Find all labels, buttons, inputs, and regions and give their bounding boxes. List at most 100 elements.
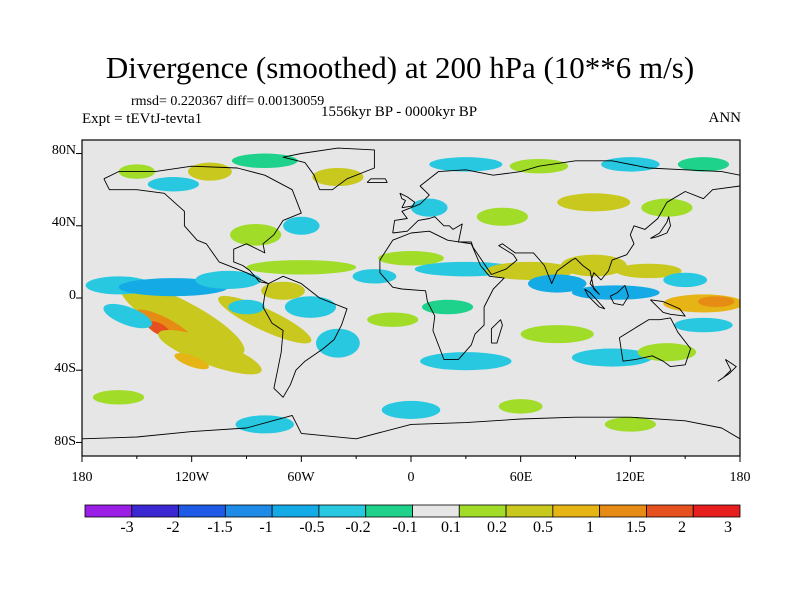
rmsd-diff-stats: rmsd= 0.220367 diff= 0.00130059 (131, 94, 325, 109)
field-anomaly (261, 281, 305, 300)
coast-japan (650, 216, 671, 239)
colorbar-box (505, 504, 554, 518)
field-anomaly (195, 270, 262, 289)
colorbar-box (692, 504, 741, 518)
field-anomaly (284, 296, 337, 318)
period-label: 1556kyr BP - 0000kyr BP (321, 104, 478, 120)
field-anomaly (228, 299, 265, 315)
coast-borneo (609, 284, 629, 306)
experiment-label: Expt = tEVtJ-tevta1 (82, 111, 203, 127)
coast-new-zealand (717, 359, 737, 382)
colorbar-label: 0.2 (487, 519, 507, 536)
colorbar-label: 0.1 (441, 519, 461, 536)
field-anomaly (429, 157, 503, 172)
field-anomaly (120, 283, 245, 356)
field-anomaly (352, 269, 397, 284)
lat-label-eq: 0 (69, 288, 76, 303)
colorbar-label: 3 (724, 519, 732, 536)
field-anomaly (677, 157, 730, 172)
colorbar-box (412, 504, 460, 518)
colorbar-label: -0.1 (392, 519, 418, 536)
colorbar-label: -0.2 (345, 519, 371, 536)
field-anomaly (697, 296, 735, 308)
colorbar-box (178, 504, 226, 518)
lon-label-180e: 180 (729, 470, 751, 485)
coast-madagascar (490, 319, 503, 344)
lat-label-40s: 40S (54, 361, 76, 376)
field-anomaly (421, 299, 474, 315)
coast-antarctica (82, 414, 740, 440)
colorbar-box (84, 504, 133, 518)
map-title: Divergence (smoothed) at 200 hPa (10**6 … (105, 50, 695, 85)
axis-ticks (76, 153, 741, 462)
coast-iceland (366, 178, 388, 183)
lat-label-80n: 80N (51, 143, 76, 158)
lat-label-80s: 80S (54, 434, 76, 449)
field-anomaly (571, 285, 660, 300)
field-anomaly (498, 399, 543, 414)
field-anomaly (92, 390, 145, 405)
field-anomaly (557, 193, 631, 212)
colorbar-box (131, 504, 179, 518)
colorbar-label: 1 (586, 519, 594, 536)
field-anomaly (674, 317, 733, 333)
colorbar-box (365, 504, 413, 518)
field-anomaly (411, 198, 448, 217)
field-anomaly (571, 348, 653, 367)
field-anomaly (637, 343, 697, 362)
coast-north-america (103, 165, 302, 285)
colorbar-box (318, 504, 367, 518)
field-anomaly (103, 303, 152, 329)
lon-label-0: 0 (407, 470, 415, 485)
colorbar-box (224, 504, 273, 518)
lon-label-60w: 60W (287, 470, 315, 485)
colorbar-label: -3 (120, 519, 134, 536)
field-anomaly (476, 207, 528, 226)
colorbar-label: 2 (678, 519, 686, 536)
field-anomaly (158, 329, 262, 375)
colorbar (84, 504, 741, 518)
coast-new-guinea (650, 299, 686, 317)
colorbar-label: -1.5 (207, 519, 233, 536)
coast-eurasia (392, 160, 740, 295)
lon-label-180w: 180 (71, 470, 93, 485)
colorbar-label: -1 (259, 519, 273, 536)
lon-label-60e: 60E (509, 470, 533, 485)
coast-greenland (282, 147, 375, 191)
colorbar-label: 1.5 (626, 519, 646, 536)
field-anomaly (230, 223, 282, 246)
field-anomaly (312, 167, 364, 187)
colorbar-box (271, 504, 320, 518)
lon-label-120e: 120E (615, 470, 645, 485)
field-anomaly (231, 153, 298, 168)
field-anomaly (235, 415, 295, 434)
colorbar-box (458, 504, 507, 518)
field-anomaly (378, 251, 444, 266)
field-anomaly (367, 312, 419, 327)
field-anomaly (615, 263, 682, 279)
field-anomaly (381, 400, 441, 419)
field-anomaly (604, 417, 656, 432)
colorbar-label: -2 (166, 519, 180, 536)
field-anomaly (188, 162, 232, 181)
field-anomaly (527, 274, 587, 293)
field-anomaly (641, 198, 693, 217)
season-label: ANN (708, 110, 742, 126)
divergence-field (85, 153, 740, 434)
field-anomaly (283, 216, 320, 235)
coast-britain (399, 192, 416, 209)
lon-label-120w: 120W (174, 470, 210, 485)
colorbar-box (599, 504, 647, 518)
colorbar-label: 0.5 (533, 519, 553, 536)
coastlines (82, 147, 740, 440)
field-anomaly (147, 177, 199, 192)
field-anomaly (420, 352, 512, 371)
field-anomaly (520, 325, 594, 344)
coast-south-america (262, 275, 348, 398)
field-anomaly (315, 328, 360, 358)
coast-africa (379, 230, 505, 360)
colorbar-label: -0.5 (299, 519, 325, 536)
colorbar-box (646, 504, 694, 518)
lat-label-40n: 40N (51, 215, 76, 230)
